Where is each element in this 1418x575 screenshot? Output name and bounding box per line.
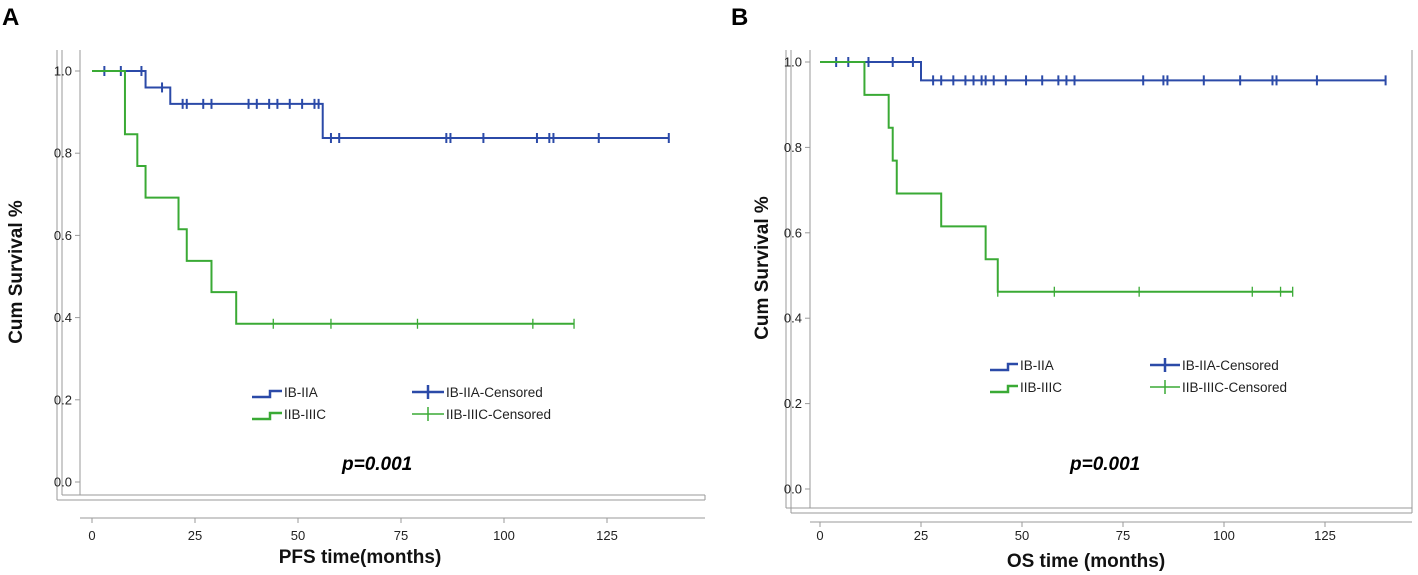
legend-b-ib-iia-censored-label: IB-IIA-Censored xyxy=(1182,358,1279,373)
panel-b-legend: IB-IIA IB-IIA-Censored IIB-IIIC IIB-IIIC… xyxy=(990,358,1287,395)
panel-a-ytick-label: 0.6 xyxy=(54,228,72,243)
panel-a-p-value: p=0.001 xyxy=(341,454,412,475)
panel-a-ytick-label: 0.4 xyxy=(54,310,72,325)
panel-b-ytick-label: 0.2 xyxy=(784,396,802,411)
panel-b-label: B xyxy=(731,4,748,31)
panel-a-legend: IB-IIA IB-IIA-Censored IIB-IIIC IIB-IIIC… xyxy=(252,385,551,422)
panel-b-ytick-label: 0.6 xyxy=(784,225,802,240)
legend-b-ib-iia-label: IB-IIA xyxy=(1020,358,1054,373)
legend-a-ib-iia-censored-swatch xyxy=(412,385,444,399)
legend-a-ib-iia-swatch xyxy=(252,389,282,399)
legend-a-ib-iia-label: IB-IIA xyxy=(284,385,318,400)
panel-a-chart: A 0.0 0.2 0.4 0.6 0.8 1.0 0 25 50 75 100 125 Cum S… xyxy=(2,4,706,568)
panel-b-xtick-label: 75 xyxy=(1116,528,1130,543)
panel-b-p-value: p=0.001 xyxy=(1069,454,1140,475)
legend-a-iib-iiic-swatch xyxy=(252,411,282,421)
panel-b-curve-iib-iiic xyxy=(820,61,1293,293)
panel-a-curve-ib-iia xyxy=(92,70,669,139)
panel-b-y-axis-title: Cum Survival % xyxy=(752,196,773,340)
panel-a-xtick-label: 25 xyxy=(188,528,202,543)
legend-b-ib-iia-swatch xyxy=(990,362,1018,372)
legend-a-iib-iiic-label: IIB-IIIC xyxy=(284,407,326,422)
panel-b-xtick-label: 50 xyxy=(1015,528,1029,543)
panel-b-chart: B 0.0 0.2 0.4 0.6 0.8 1.0 0 25 50 75 100 125 Cum S… xyxy=(731,4,1413,572)
panel-a-xtick-label: 125 xyxy=(596,528,618,543)
legend-b-iib-iiic-censored-swatch xyxy=(1150,380,1180,394)
panel-a-y-axis-title: Cum Survival % xyxy=(6,200,27,344)
panel-a-curve-iib-iiic xyxy=(92,70,575,325)
panel-a-ytick-label: 1.0 xyxy=(54,64,72,79)
panel-b-x-axis-title: OS time (months) xyxy=(1007,551,1165,572)
panel-b-xtick-label: 125 xyxy=(1314,528,1336,543)
panel-b-ytick-label: 0.8 xyxy=(784,140,802,155)
panel-b-curve-ib-iia xyxy=(820,61,1386,82)
panel-a-ytick-label: 0.8 xyxy=(54,146,72,161)
panel-a-xtick-label: 0 xyxy=(88,528,95,543)
legend-b-iib-iiic-censored-label: IIB-IIIC-Censored xyxy=(1182,380,1287,395)
legend-b-iib-iiic-swatch xyxy=(990,384,1018,394)
legend-b-ib-iia-censored-swatch xyxy=(1150,358,1180,372)
panel-a-ytick-label: 0.0 xyxy=(54,475,72,490)
panel-a-xtick-label: 50 xyxy=(291,528,305,543)
panel-a-x-axis-title: PFS time(months) xyxy=(279,547,442,568)
panel-a-xtick-label: 75 xyxy=(394,528,408,543)
panel-b-ytick-label: 0.4 xyxy=(784,311,802,326)
panel-b-ytick-label: 1.0 xyxy=(784,55,802,70)
legend-a-iib-iiic-censored-swatch xyxy=(412,407,444,421)
panel-b-xtick-label: 100 xyxy=(1213,528,1235,543)
legend-a-ib-iia-censored-label: IB-IIA-Censored xyxy=(446,385,543,400)
legend-b-iib-iiic-label: IIB-IIIC xyxy=(1020,380,1062,395)
panel-a-xtick-label: 100 xyxy=(493,528,515,543)
panel-b-xtick-label: 0 xyxy=(816,528,823,543)
legend-a-iib-iiic-censored-label: IIB-IIIC-Censored xyxy=(446,407,551,422)
panel-a-ytick-label: 0.2 xyxy=(54,392,72,407)
panel-a-label: A xyxy=(2,4,19,31)
panel-b-ytick-label: 0.0 xyxy=(784,482,802,497)
panel-b-xtick-label: 25 xyxy=(914,528,928,543)
